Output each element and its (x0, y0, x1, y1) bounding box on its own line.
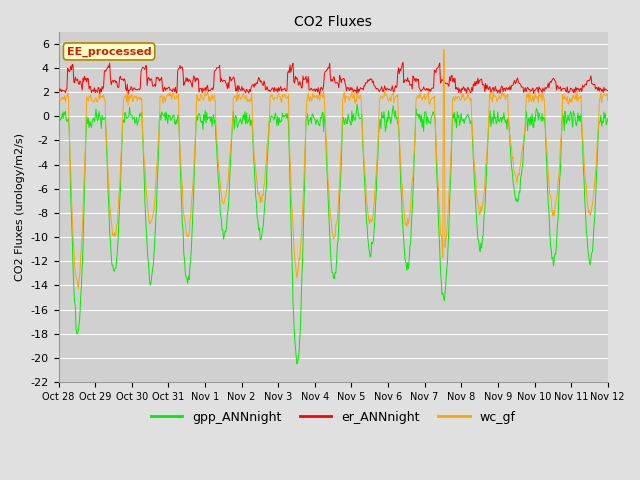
Title: CO2 Fluxes: CO2 Fluxes (294, 15, 372, 29)
Legend: gpp_ANNnight, er_ANNnight, wc_gf: gpp_ANNnight, er_ANNnight, wc_gf (145, 406, 521, 429)
Text: EE_processed: EE_processed (67, 47, 152, 57)
Y-axis label: CO2 Fluxes (urology/m2/s): CO2 Fluxes (urology/m2/s) (15, 133, 25, 281)
